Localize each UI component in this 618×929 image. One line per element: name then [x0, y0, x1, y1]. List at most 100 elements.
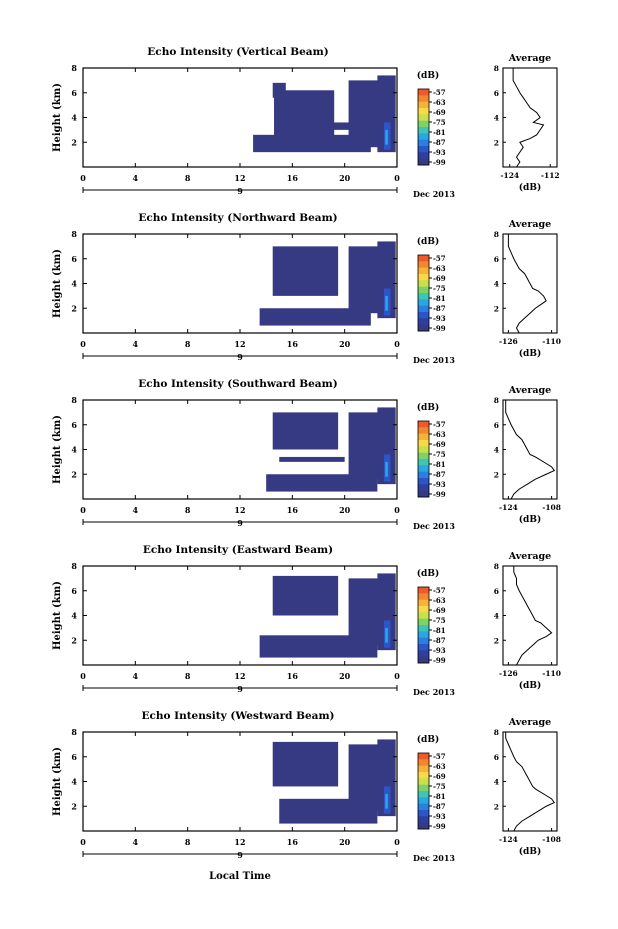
y-tick-label: 4: [71, 113, 77, 123]
echo-region: [377, 739, 396, 817]
y-tick-label: 2: [71, 137, 77, 147]
colorbar-cell: [418, 765, 429, 773]
average-y-tick-label: 4: [494, 114, 499, 123]
average-x-label: (dB): [519, 680, 541, 691]
average-title: Average: [508, 717, 551, 728]
x-tick-label: 0: [80, 173, 86, 183]
y-tick-label: 4: [71, 279, 77, 289]
colorbar-cell: [418, 612, 429, 620]
day-label: 9: [237, 352, 243, 362]
echo-region: [348, 412, 379, 480]
x-tick-label: 20: [339, 173, 351, 183]
x-tick-label: 4: [133, 837, 139, 847]
colorbar-cell: [418, 152, 429, 160]
average-y-tick-label: 2: [494, 802, 499, 811]
y-tick-label: 8: [71, 561, 77, 571]
average-x-tick-label: -126: [499, 337, 518, 346]
x-tick-label: 12: [234, 505, 245, 515]
x-tick-label: 4: [133, 505, 139, 515]
average-x-label: (dB): [519, 846, 541, 857]
y-tick-label: 6: [71, 586, 77, 596]
x-tick-label: 0: [394, 339, 400, 349]
y-tick-label: 6: [71, 254, 77, 264]
average-title: Average: [508, 53, 551, 64]
colorbar-cell: [418, 778, 429, 786]
date-label: Dec 2013: [413, 189, 455, 199]
echo-peak: [385, 295, 388, 311]
average-x-label: (dB): [519, 348, 541, 359]
colorbar-tick-label: -57: [433, 254, 446, 263]
average-y-tick-label: 2: [494, 470, 499, 479]
echo-region: [274, 90, 335, 140]
echo-region: [377, 75, 396, 153]
x-tick-label: 20: [339, 505, 351, 515]
day-label: 9: [237, 850, 243, 860]
colorbar-tick-label: -75: [433, 284, 446, 293]
x-tick-label: 0: [394, 837, 400, 847]
colorbar-cell: [418, 452, 429, 460]
average-frame: [502, 67, 558, 168]
y-axis-label: Height (km): [52, 581, 63, 650]
colorbar-tick-label: -81: [433, 128, 446, 137]
x-tick-label: 16: [287, 339, 299, 349]
colorbar-tick-label: -93: [433, 646, 446, 655]
panel-title: Echo Intensity (Westward Beam): [141, 710, 334, 722]
x-tick-label: 12: [234, 837, 245, 847]
echo-region: [377, 573, 396, 651]
colorbar-cell: [418, 753, 429, 760]
colorbar-unit: (dB): [417, 70, 439, 81]
x-tick-label: 12: [234, 173, 245, 183]
colorbar-cell: [418, 465, 429, 473]
colorbar-cell: [418, 822, 429, 830]
x-tick-label: 8: [185, 339, 191, 349]
x-tick-label: 8: [185, 671, 191, 681]
colorbar-cell: [418, 139, 429, 147]
colorbar-tick-label: -69: [433, 606, 446, 615]
colorbar-tick-label: -69: [433, 108, 446, 117]
x-tick-label: 0: [80, 505, 86, 515]
average-y-tick-label: 2: [494, 636, 499, 645]
colorbar-tick-label: -63: [433, 264, 446, 273]
colorbar-tick-label: -63: [433, 430, 446, 439]
colorbar-cell: [418, 784, 429, 792]
colorbar-cell: [418, 427, 429, 435]
average-profile-line: [513, 566, 553, 666]
colorbar-cell: [418, 89, 429, 96]
date-label: Dec 2013: [413, 521, 455, 531]
average-title: Average: [508, 219, 551, 230]
echo-peak: [385, 627, 388, 643]
colorbar-cell: [418, 650, 429, 658]
x-tick-label: 8: [185, 505, 191, 515]
colorbar-cell: [418, 95, 429, 103]
colorbar-cell: [418, 625, 429, 632]
day-label: 9: [237, 684, 243, 694]
colorbar-unit: (dB): [417, 402, 439, 413]
colorbar-tick-label: -87: [433, 636, 446, 645]
colorbar-tick-label: -93: [433, 148, 446, 157]
colorbar-cell: [418, 440, 429, 447]
average-x-tick-label: -112: [541, 171, 560, 180]
date-label: Dec 2013: [413, 853, 455, 863]
x-tick-label: 16: [287, 671, 299, 681]
average-y-tick-label: 8: [494, 562, 499, 571]
colorbar-unit: (dB): [417, 568, 439, 579]
colorbar-tick-label: -99: [433, 822, 446, 831]
panel-5: [82, 731, 558, 857]
colorbar-cell: [418, 158, 429, 166]
y-axis-label: Height (km): [52, 415, 63, 484]
average-y-tick-label: 2: [494, 138, 499, 147]
colorbar-cell: [418, 606, 429, 613]
colorbar-cell: [418, 618, 429, 626]
colorbar-cell: [418, 114, 429, 122]
colorbar-tick-label: -75: [433, 616, 446, 625]
average-title: Average: [508, 385, 551, 396]
echo-region: [272, 412, 339, 450]
colorbar-cell: [418, 146, 429, 153]
colorbar-cell: [418, 797, 429, 805]
x-tick-label: 16: [287, 837, 299, 847]
y-tick-label: 8: [71, 727, 77, 737]
colorbar-tick-label: -81: [433, 460, 446, 469]
colorbar-frame: [417, 586, 430, 664]
echo-peak: [385, 461, 388, 477]
date-label: Dec 2013: [413, 355, 455, 365]
